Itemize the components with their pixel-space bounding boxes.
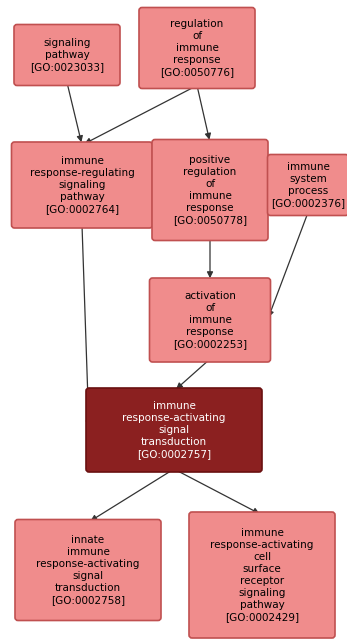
FancyBboxPatch shape (14, 24, 120, 86)
FancyBboxPatch shape (189, 512, 335, 638)
Text: positive
regulation
of
immune
response
[GO:0050778]: positive regulation of immune response [… (173, 155, 247, 225)
Text: signaling
pathway
[GO:0023033]: signaling pathway [GO:0023033] (30, 38, 104, 72)
Text: immune
response-activating
signal
transduction
[GO:0002757]: immune response-activating signal transd… (122, 401, 226, 459)
FancyBboxPatch shape (139, 8, 255, 88)
FancyBboxPatch shape (268, 155, 347, 216)
Text: activation
of
immune
response
[GO:0002253]: activation of immune response [GO:000225… (173, 291, 247, 349)
Text: immune
system
process
[GO:0002376]: immune system process [GO:0002376] (271, 162, 345, 208)
FancyBboxPatch shape (152, 140, 268, 240)
Text: innate
immune
response-activating
signal
transduction
[GO:0002758]: innate immune response-activating signal… (36, 535, 140, 605)
FancyBboxPatch shape (11, 142, 152, 228)
Text: immune
response-activating
cell
surface
receptor
signaling
pathway
[GO:0002429]: immune response-activating cell surface … (210, 528, 314, 622)
FancyBboxPatch shape (150, 278, 271, 362)
Text: regulation
of
immune
response
[GO:0050776]: regulation of immune response [GO:005077… (160, 19, 234, 77)
Text: immune
response-regulating
signaling
pathway
[GO:0002764]: immune response-regulating signaling pat… (29, 156, 134, 214)
FancyBboxPatch shape (15, 520, 161, 621)
FancyBboxPatch shape (86, 388, 262, 472)
